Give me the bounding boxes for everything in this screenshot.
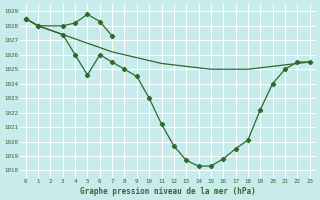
- X-axis label: Graphe pression niveau de la mer (hPa): Graphe pression niveau de la mer (hPa): [80, 187, 256, 196]
